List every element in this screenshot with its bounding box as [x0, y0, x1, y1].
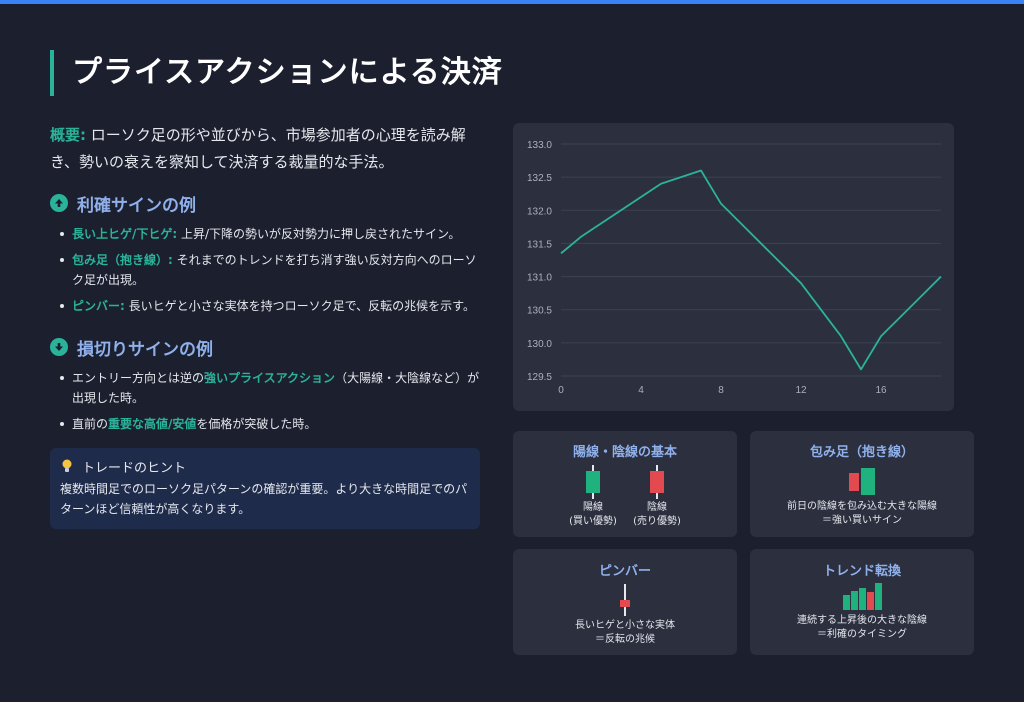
item-text: それまでのトレンドを打ち消す強い反対方向へのローソク足が出現。	[72, 253, 477, 287]
lightbulb-icon	[62, 459, 72, 472]
bear-candle-icon	[867, 592, 874, 610]
overview: 概要: ローソク足の形や並びから、市場参加者の心理を読み解き、勢いの衰えを察知し…	[50, 122, 482, 176]
left-column: 概要: ローソク足の形や並びから、市場参加者の心理を読み解き、勢いの衰えを察知し…	[50, 122, 482, 529]
x-tick-label: 16	[875, 385, 887, 396]
page-title: プライスアクションによる決済	[72, 55, 503, 90]
y-tick-label: 130.0	[527, 339, 552, 350]
hint-header: トレードのヒント	[60, 457, 470, 476]
item-text: エントリー方向とは逆の	[72, 371, 205, 385]
bull-candle-icon	[851, 591, 858, 610]
large-bull-candle-icon	[861, 468, 875, 495]
bear-candle-icon	[650, 471, 664, 493]
loss-list: エントリー方向とは逆の強いプライスアクション（大陽線・大陰線など）が出現した時。…	[50, 368, 482, 434]
card-pinbar: ピンバー 長いヒゲと小さな実体 ＝反転の兆候	[513, 549, 737, 655]
reversal-desc: 連続する上昇後の大きな陰線 ＝利確のタイミング	[750, 614, 974, 642]
y-tick-label: 131.0	[527, 273, 552, 284]
top-accent-bar	[0, 0, 1024, 4]
y-tick-label: 129.5	[527, 372, 552, 383]
pinbar-candle-icon	[620, 600, 630, 607]
profit-heading-text: 利確サインの例	[77, 195, 196, 216]
arrow-down-circle-icon	[50, 338, 68, 356]
item-text: 上昇/下降の勢いが反対勢力に押し戻されたサイン。	[181, 227, 461, 241]
x-tick-label: 12	[795, 385, 807, 396]
item-text: 長いヒゲと小さな実体を持つローソク足で、反転の兆候を示す。	[128, 299, 475, 313]
profit-list: 長い上ヒゲ/下ヒゲ: 上昇/下降の勢いが反対勢力に押し戻されたサイン。 包み足（…	[50, 224, 482, 316]
bull-label: 陽線 (買い優勢)	[553, 501, 633, 529]
card-title: ピンバー	[598, 564, 651, 579]
profit-heading: 利確サインの例	[50, 190, 482, 216]
bull-candle-icon	[843, 595, 850, 610]
item-label: ピンバー:	[72, 299, 125, 313]
card-candle-basics: 陽線・陰線の基本 陽線 (買い優勢) 陰線 (売り優勢)	[513, 431, 737, 537]
bull-label-text: 陽線	[583, 502, 603, 513]
item-text: 直前の	[72, 417, 109, 431]
x-tick-label: 4	[638, 385, 644, 396]
y-tick-label: 133.0	[527, 140, 552, 151]
x-tick-label: 8	[718, 385, 724, 396]
list-item: ピンバー: 長いヒゲと小さな実体を持つローソク足で、反転の兆候を示す。	[60, 296, 482, 316]
list-item: 包み足（抱き線）: それまでのトレンドを打ち消す強い反対方向へのローソク足が出現…	[60, 250, 482, 290]
bull-candle-icon	[859, 588, 866, 610]
card-engulfing: 包み足（抱き線） 前日の陰線を包み込む大きな陽線 ＝強い買いサイン	[750, 431, 974, 537]
engulfing-desc: 前日の陰線を包み込む大きな陽線 ＝強い買いサイン	[750, 500, 974, 528]
y-tick-label: 130.5	[527, 306, 552, 317]
trade-hint-box: トレードのヒント 複数時間足でのローソク足パターンの確認が重要。より大きな時間足…	[50, 448, 480, 529]
pinbar-desc: 長いヒゲと小さな実体 ＝反転の兆候	[513, 619, 737, 647]
small-bear-candle-icon	[849, 473, 859, 491]
hint-text: 複数時間足でのローソク足パターンの確認が重要。より大きな時間足でのパターンほど信…	[60, 482, 468, 516]
bull-candle-icon	[586, 471, 600, 493]
card-title: トレンド転換	[822, 564, 901, 579]
y-tick-label: 131.5	[527, 239, 552, 250]
loss-heading-text: 損切りサインの例	[77, 339, 213, 360]
desc-line2: ＝反転の兆候	[595, 634, 655, 645]
item-label: 包み足（抱き線）:	[72, 253, 173, 267]
card-trend-reversal: トレンド転換 連続する上昇後の大きな陰線 ＝利確のタイミング	[750, 549, 974, 655]
desc-line2: ＝利確のタイミング	[817, 629, 907, 640]
item-highlight: 重要な高値/安値	[108, 417, 197, 431]
hint-title: トレードのヒント	[82, 460, 187, 476]
list-item: エントリー方向とは逆の強いプライスアクション（大陽線・大陰線など）が出現した時。	[60, 368, 482, 408]
price-line-chart: 133.0 132.5 132.0 131.5 131.0 130.5 130.0 129.5…	[527, 140, 942, 396]
price-chart: 133.0 132.5 132.0 131.5 131.0 130.5 130.0 129.5…	[513, 123, 954, 411]
desc-line1: 長いヒゲと小さな実体	[575, 620, 675, 631]
overview-text: ローソク足の形や並びから、市場参加者の心理を読み解き、勢いの衰えを察知して決済す…	[50, 126, 466, 171]
bear-label: 陰線 (売り優勢)	[617, 501, 697, 529]
overview-label: 概要:	[50, 126, 86, 144]
y-tick-label: 132.0	[527, 206, 552, 217]
x-tick-label: 0	[558, 385, 564, 396]
bull-sub-text: (買い優勢)	[569, 516, 617, 527]
y-tick-label: 132.5	[527, 173, 552, 184]
bear-label-text: 陰線	[647, 502, 667, 513]
item-text: を価格が突破した時。	[196, 417, 317, 431]
desc-line2: ＝強い買いサイン	[822, 515, 902, 526]
desc-line1: 前日の陰線を包み込む大きな陽線	[787, 501, 937, 512]
desc-line1: 連続する上昇後の大きな陰線	[797, 615, 927, 626]
card-title: 陽線・陰線の基本	[572, 445, 677, 460]
bear-sub-text: (売り優勢)	[633, 516, 681, 527]
bull-candle-icon	[875, 583, 882, 610]
item-label: 長い上ヒゲ/下ヒゲ:	[72, 227, 178, 241]
list-item: 長い上ヒゲ/下ヒゲ: 上昇/下降の勢いが反対勢力に押し戻されたサイン。	[60, 224, 482, 244]
list-item: 直前の重要な高値/安値を価格が突破した時。	[60, 414, 482, 434]
item-text: （大陽線・大陰線など）が出現した時。	[72, 371, 480, 405]
page-title-block: プライスアクションによる決済	[50, 50, 503, 96]
item-highlight: 強いプライスアクション	[204, 371, 336, 385]
card-title: 包み足（抱き線）	[809, 445, 914, 460]
arrow-up-circle-icon	[50, 194, 68, 212]
loss-heading: 損切りサインの例	[50, 334, 482, 360]
price-series-line	[560, 169, 942, 371]
